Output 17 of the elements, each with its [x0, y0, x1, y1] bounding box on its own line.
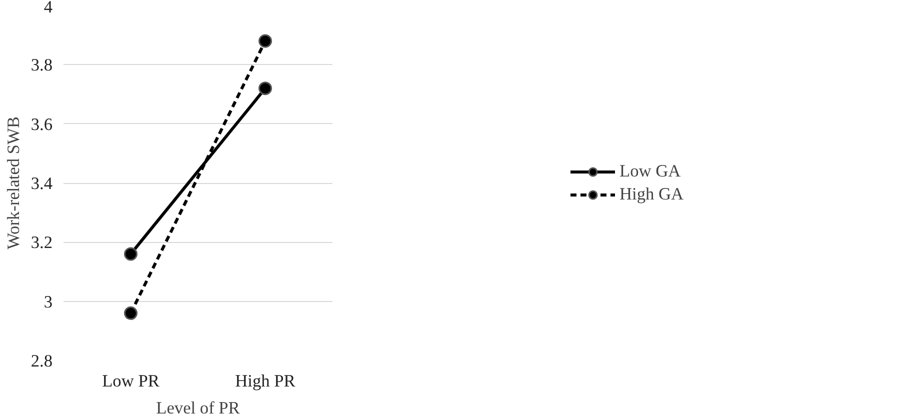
point	[258, 34, 272, 48]
x-tick-label: Low PR	[102, 372, 160, 390]
y-axis-title: Work-related SWB	[4, 116, 23, 250]
legend-label: High GA	[619, 184, 684, 204]
point	[258, 82, 272, 96]
point	[124, 306, 138, 320]
y-tick-label: 2.8	[30, 352, 53, 370]
y-tick-label: 3.4	[30, 174, 53, 193]
x-axis-title: Level of PR	[156, 398, 240, 418]
y-tick-label: 3.2	[30, 233, 53, 252]
y-tick-label: 3.8	[30, 56, 53, 75]
y-tick-label: 3.6	[30, 114, 53, 134]
x-tick-label: High PR	[235, 372, 296, 390]
point	[124, 247, 138, 261]
y-tick-label: 4	[44, 0, 53, 16]
legend-label: Low GA	[619, 161, 681, 181]
y-tick-label: 3	[44, 292, 53, 312]
